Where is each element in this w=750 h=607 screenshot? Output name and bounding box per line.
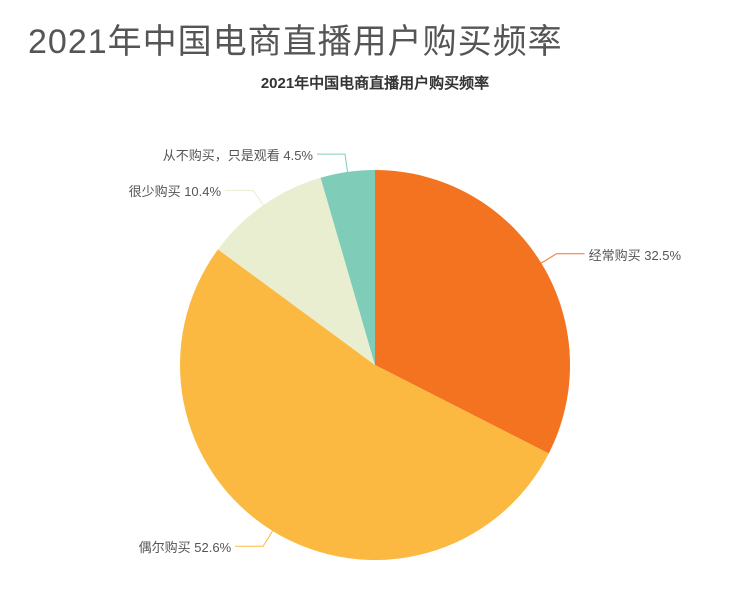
leader-line xyxy=(225,190,263,205)
slice-label: 偶尔购买 52.6% xyxy=(139,537,231,556)
leader-line xyxy=(235,531,272,546)
leader-line xyxy=(541,254,584,263)
chart-page: { "title_main": "2021年中国电商直播用户购买频率", "ti… xyxy=(0,0,750,607)
slice-label: 从不购买，只是观看 4.5% xyxy=(163,145,313,164)
slice-label: 很少购买 10.4% xyxy=(129,181,221,200)
pie-svg xyxy=(0,100,750,600)
leader-line xyxy=(317,154,348,172)
pie-chart: 经常购买 32.5% 偶尔购买 52.6% 很少购买 10.4% 从不购买，只是观看 … xyxy=(0,100,750,600)
chart-subtitle: 2021年中国电商直播用户购买频率 xyxy=(0,72,750,93)
slice-label: 经常购买 32.5% xyxy=(589,245,681,264)
page-title: 2021年中国电商直播用户购买频率 xyxy=(28,14,730,63)
